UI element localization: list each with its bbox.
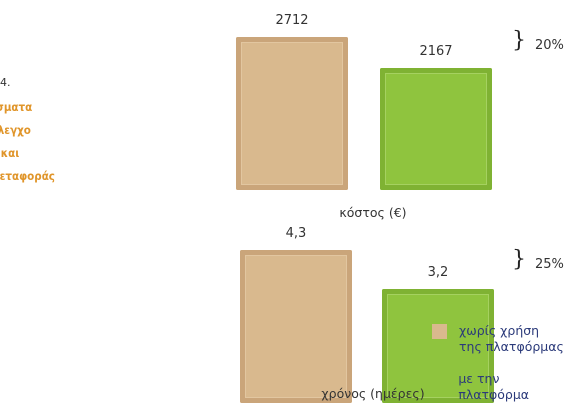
legend-label-line-1: χωρίς χρήση [459, 323, 540, 338]
cost-value-label-with: 2167 [419, 44, 453, 59]
side-title-line-3: ς και [0, 146, 20, 160]
time-brace-icon: } [512, 247, 526, 272]
cost-axis-label: κόστος (€) [339, 205, 407, 220]
cost-bar-without-platform [236, 37, 348, 190]
side-title-line-4: μεταφοράς [0, 169, 55, 183]
legend-item-without-platform: χωρίς χρήση της πλατφόρμας [432, 323, 564, 355]
cost-difference-label: 20% [535, 38, 564, 53]
time-bar-without-platform [240, 250, 352, 403]
legend-label-with-platform: με την πλατφόρμα [458, 371, 530, 402]
side-title-line-2: έλεγχο [0, 123, 31, 137]
side-title-number: 4. [0, 76, 11, 89]
legend-label-line-2: της πλατφόρμας [459, 339, 564, 354]
cost-bar-with-platform [380, 68, 492, 190]
legend-swatch-green [432, 372, 447, 387]
side-title-line-1: έσματα [0, 100, 33, 114]
legend-label-without-platform: χωρίς χρήση της πλατφόρμας [459, 323, 564, 355]
time-value-label-without: 4,3 [285, 226, 307, 241]
legend-swatch-tan [432, 324, 447, 339]
time-value-label-with: 3,2 [427, 265, 449, 280]
cost-brace-icon: } [512, 28, 526, 53]
legend-item-with-platform: με την πλατφόρμα [432, 371, 569, 403]
cost-value-label-without: 2712 [275, 13, 309, 28]
time-difference-label: 25% [535, 257, 564, 272]
time-axis-label: χρόνος (ημέρες) [321, 386, 425, 401]
